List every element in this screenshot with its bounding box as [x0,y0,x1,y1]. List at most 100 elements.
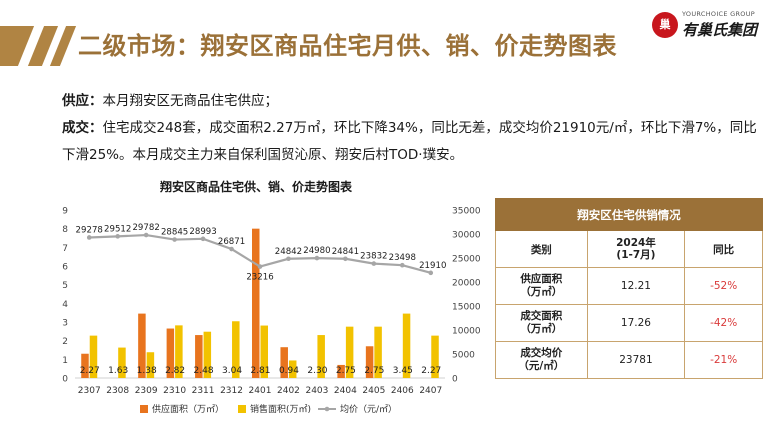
sales-bar [374,326,382,378]
y-right-tick-label: 15000 [452,303,481,313]
y-left-tick-label: 5 [62,281,68,291]
price-data-label: 28993 [189,227,216,237]
sales-data-label: 2.81 [250,366,270,376]
supply-bar [166,328,175,378]
table-row: 供应面积 （万㎡） 12.21 -52% [495,267,763,305]
row-yoy: -21% [684,341,763,379]
row-value: 23781 [586,341,686,379]
price-data-label: 24980 [303,246,330,256]
price-data-label: 28845 [161,228,188,238]
legend-sales-label: 销售面积(万㎡) [250,403,311,415]
sales-data-label: 1.63 [108,366,128,376]
supply-bar [337,364,345,378]
supply-label: 供应： [62,93,103,109]
x-tick-label: 2308 [106,386,129,396]
table-caption: 翔安区住宅供销情况 [495,198,763,231]
market-description: 供应：本月翔安区无商品住宅供应； 成交：住宅成交248套，成交面积2.27万㎡，… [62,88,762,169]
x-tick-label: 2402 [277,386,300,396]
y-right-tick-label: 5000 [452,351,475,361]
sales-bar [402,313,411,378]
price-data-label: 29512 [104,224,131,234]
price-point [257,264,263,269]
price-data-label: 26871 [218,237,245,247]
sales-bar [345,326,354,378]
table-header-row: 类别 2024年 (1-7月) 同比 [495,230,763,268]
y-left-tick-label: 7 [62,244,68,254]
legend-price-marker [324,406,330,412]
logo-chinese-text: 有巢氏集团 [682,21,758,39]
sales-bar [232,321,240,378]
y-left-tick-label: 1 [62,356,68,366]
x-tick-label: 2312 [220,386,243,396]
table-row: 成交均价 （元/㎡） 23781 -21% [495,341,763,379]
supply-sales-table: 翔安区住宅供销情况 类别 2024年 (1-7月) 同比 供应面积 （万㎡） 1… [495,198,763,379]
sales-data-label: 2.75 [364,366,384,376]
price-data-label: 23832 [360,252,387,262]
sales-data-label: 2.82 [165,366,185,376]
price-point [86,235,92,240]
sales-bar [175,325,183,378]
sales-bar [431,335,439,378]
price-data-label: 23498 [389,253,416,263]
sales-bar [89,335,98,378]
sales-data-label: 2.27 [421,366,441,376]
supply-bar [280,347,288,378]
price-point [428,270,434,276]
sales-bar [118,347,126,378]
supply-bar [252,228,260,378]
legend-supply-swatch [140,405,148,413]
x-tick-label: 2309 [135,386,158,396]
y-right-tick-label: 35000 [452,207,481,217]
chart-title: 翔安区商品住宅供、销、价走势图表 [160,180,353,194]
x-tick-label: 2407 [419,386,442,396]
sales-data-label: 2.27 [80,366,100,376]
row-yoy: -52% [684,267,763,305]
page-header: 二级市场：翔安区商品住宅月供、销、价走势图表 巢 YOURCHOICE GROU… [0,0,780,88]
logo-icon: 巢 [652,12,678,38]
sales-bar [203,331,212,378]
sales-bar [260,325,268,378]
price-data-label: 24841 [332,247,359,257]
y-left-tick-label: 4 [62,300,68,310]
price-point [314,255,320,261]
y-left-tick-label: 6 [62,263,68,273]
price-point [371,261,377,266]
supply-bar [138,313,146,378]
price-data-label: 29278 [76,225,103,235]
table-header-cell: 同比 [684,230,763,268]
x-tick-label: 2403 [305,386,328,396]
price-point [200,236,206,242]
sales-bar [317,335,325,378]
sales-data-label: 2.48 [194,366,214,376]
x-tick-label: 2404 [334,386,357,396]
table-header-cell: 类别 [495,230,588,268]
y-left-tick-label: 9 [62,207,68,217]
x-tick-label: 2311 [192,386,215,396]
sales-data-label: 3.04 [222,366,242,376]
table-row: 成交面积 （万㎡） 17.26 -42% [495,304,763,342]
price-point [143,232,149,238]
supply-sales-price-chart: 0 1 2 3 4 5 6 7 8 9 0 5000 10000 15000 20000 25000 30000… [62,207,481,416]
legend-sales-swatch [238,405,246,413]
x-tick-label: 2310 [163,386,186,396]
sales-data-label: 2.75 [336,366,356,376]
price-data-label: 21910 [419,261,446,271]
row-yoy: -42% [684,304,763,342]
sales-bar [288,360,297,378]
x-tick-label: 2406 [391,386,414,396]
y-right-tick-label: 30000 [452,231,481,241]
y-left-tick-label: 3 [62,319,68,329]
x-tick-label: 2405 [362,386,385,396]
supply-text: 本月翔安区无商品住宅供应； [102,93,279,109]
row-value: 17.26 [586,304,686,342]
page-title: 二级市场：翔安区商品住宅月供、销、价走势图表 [78,32,617,60]
brand-logo: 巢 YOURCHOICE GROUP 有巢氏集团 [652,8,772,42]
row-value: 12.21 [586,267,686,305]
price-point [286,256,291,262]
legend-supply-label: 供应面积（万㎡） [152,403,224,415]
y-left-tick-label: 2 [62,337,68,347]
sales-data-label: 0.94 [279,366,299,376]
price-point [172,237,177,242]
price-point [400,262,405,268]
supply-paragraph: 供应：本月翔安区无商品住宅供应； [62,88,762,115]
